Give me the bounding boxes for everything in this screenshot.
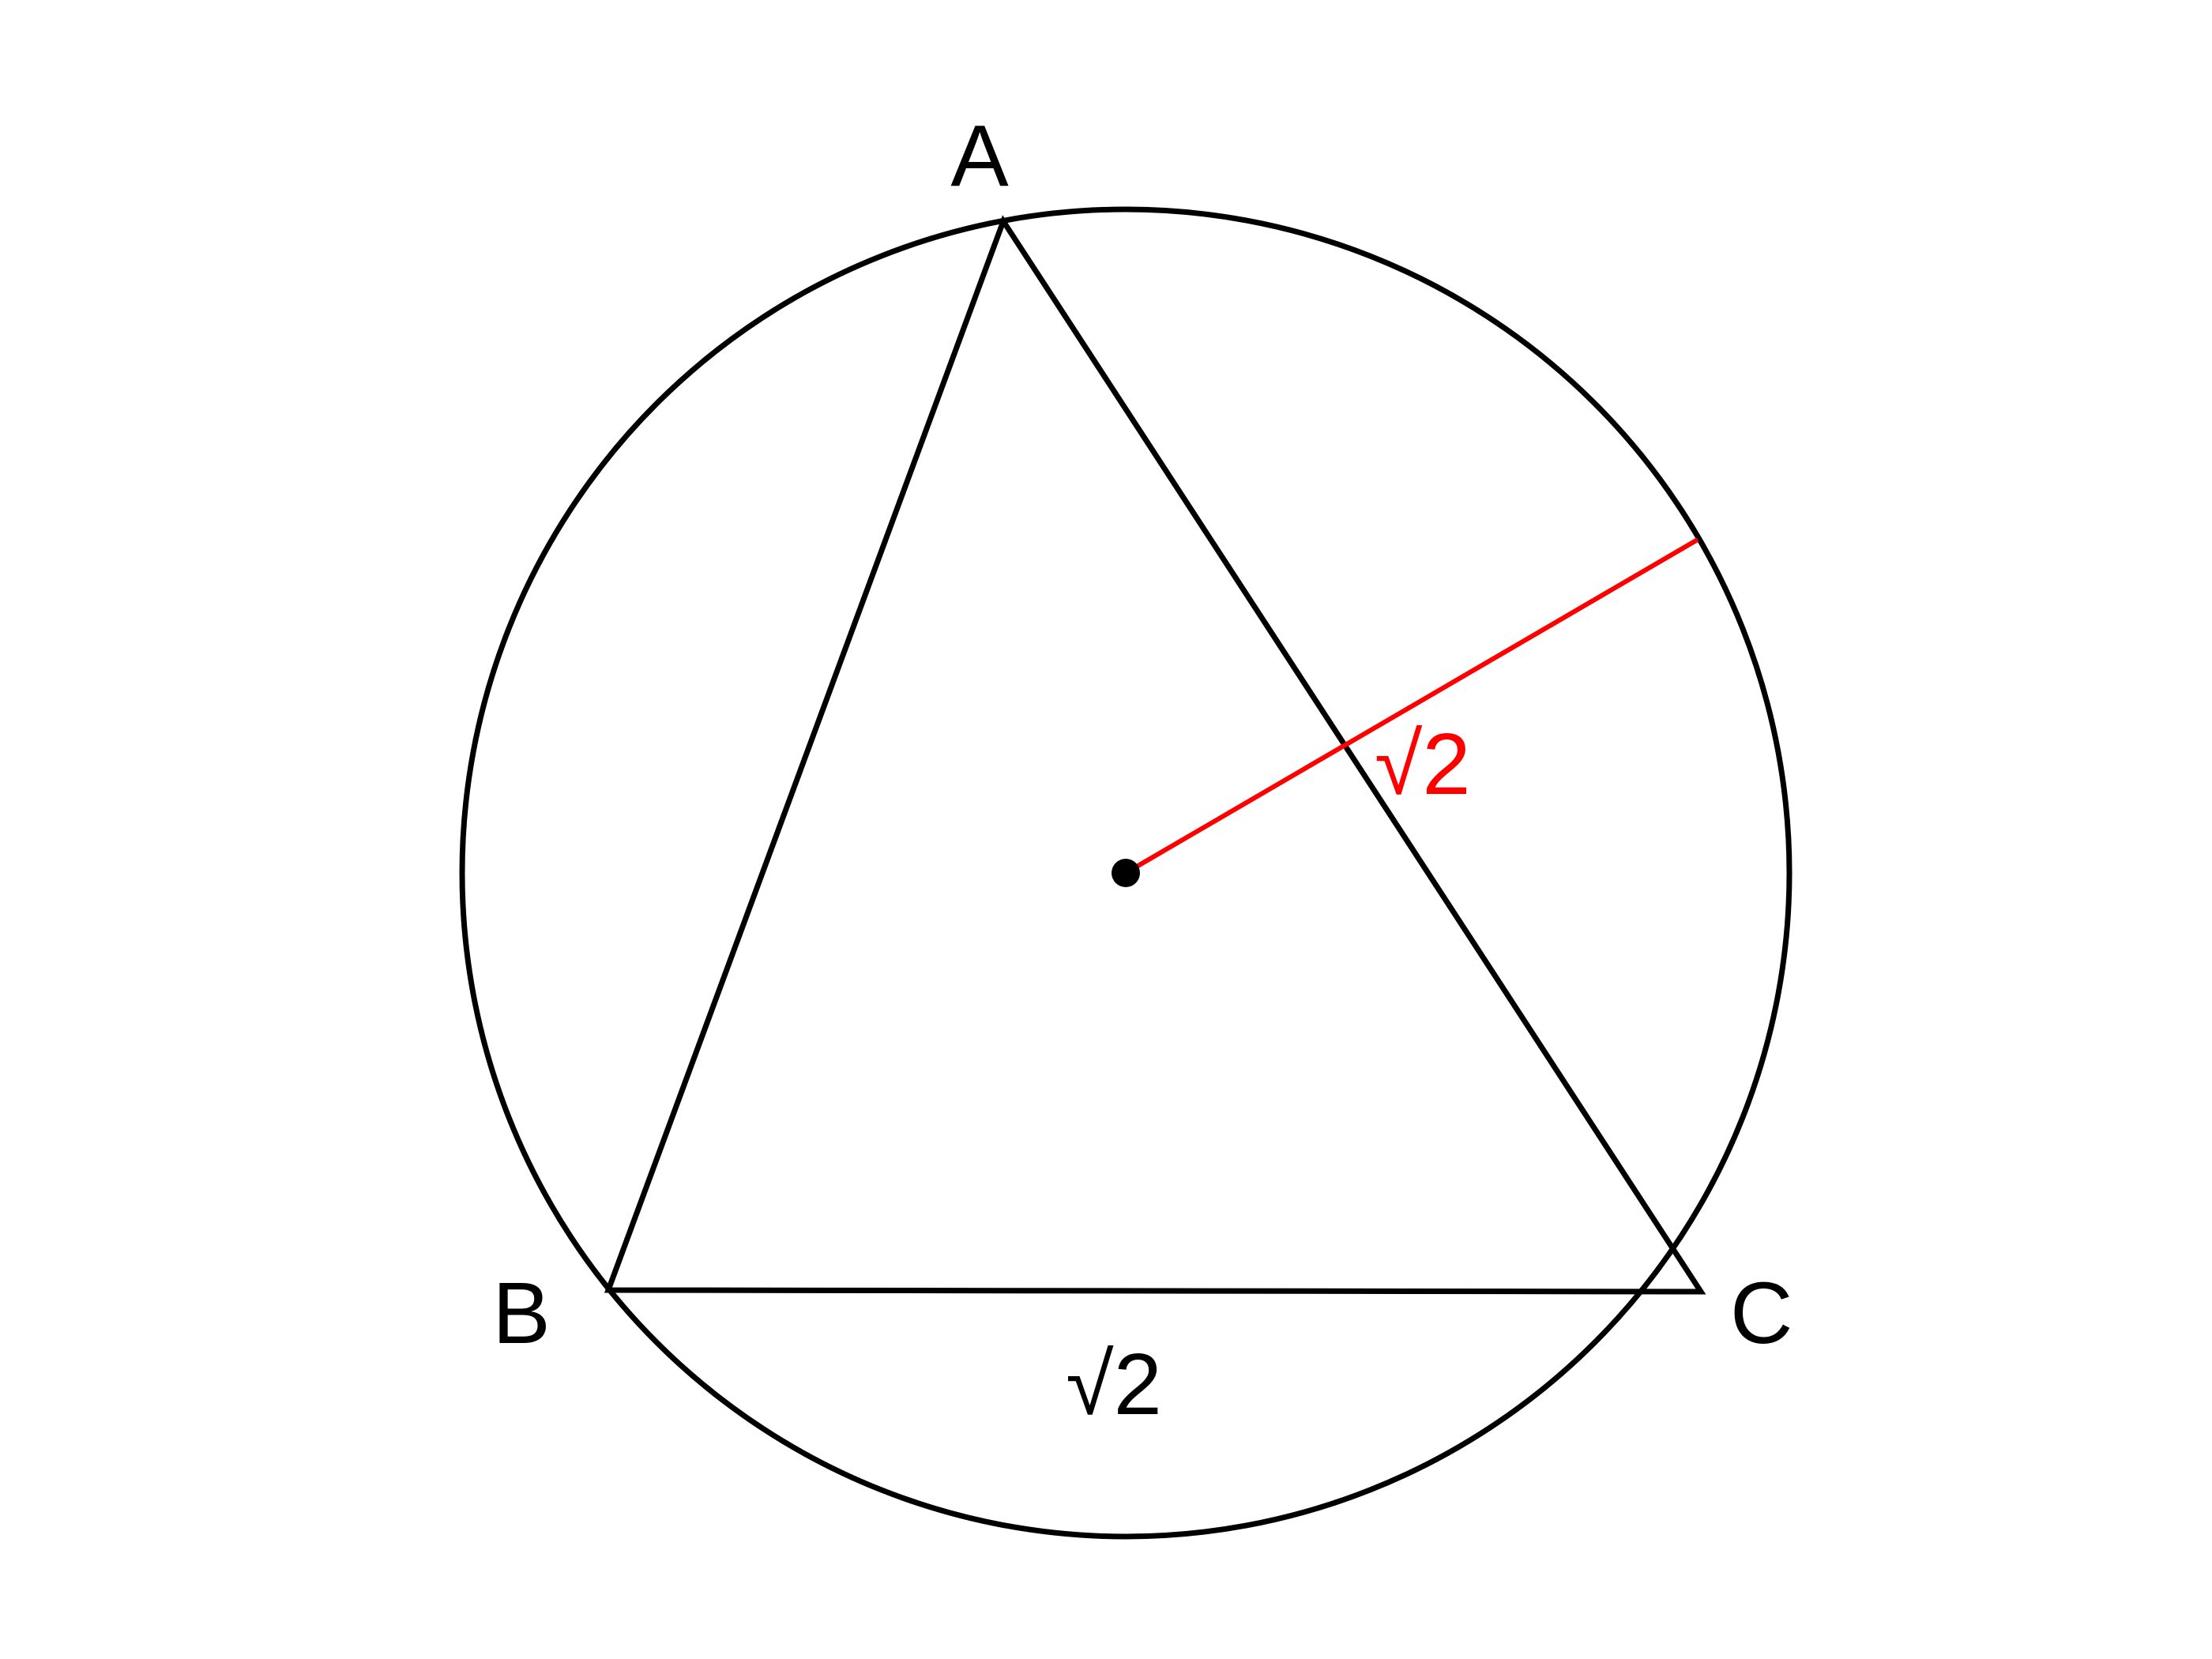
radius-line [1126, 540, 1698, 873]
center-dot [1112, 859, 1140, 887]
vertex-label-a: A [950, 107, 1009, 205]
vertex-label-c: C [1730, 1265, 1793, 1362]
vertex-label-b: B [492, 1265, 550, 1362]
triangle-abc [608, 221, 1701, 1292]
radius-label: √2 [1375, 716, 1471, 813]
side-bc-label: √2 [1066, 1336, 1162, 1433]
